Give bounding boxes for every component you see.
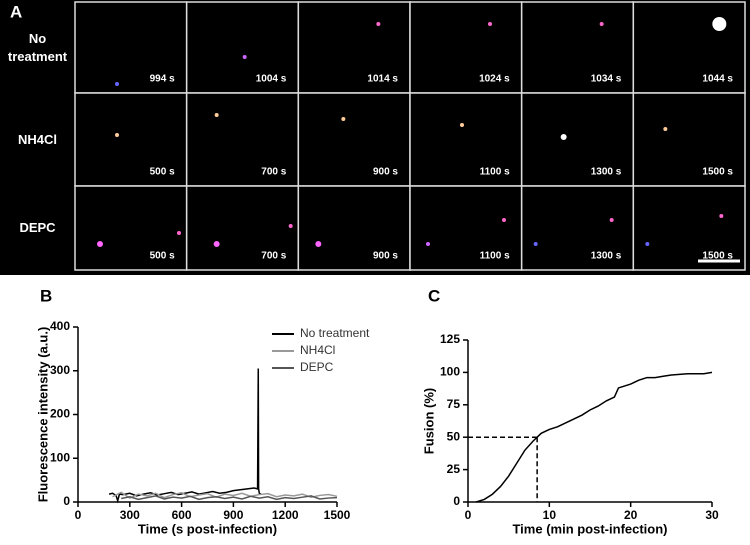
time-label: 700 s bbox=[261, 167, 286, 178]
panel-label: B bbox=[40, 286, 52, 305]
image-cell bbox=[520, 185, 635, 271]
particle bbox=[663, 127, 668, 131]
image-cell bbox=[74, 92, 188, 187]
particle bbox=[460, 123, 464, 127]
row-label: No treatment bbox=[7, 30, 68, 64]
image-cell bbox=[297, 185, 411, 271]
particle bbox=[560, 134, 567, 140]
particle bbox=[214, 113, 219, 117]
time-label: 1024 s bbox=[479, 74, 510, 85]
y-tick-label: 300 bbox=[50, 363, 70, 377]
image-cell bbox=[185, 185, 300, 271]
y-tick-label: 200 bbox=[50, 407, 70, 421]
particle bbox=[488, 22, 492, 26]
x-axis-label: Time (min post-infection) bbox=[512, 521, 667, 536]
image-cell bbox=[409, 185, 523, 271]
particle bbox=[645, 242, 650, 246]
x-tick-label: 1500 bbox=[324, 508, 351, 522]
particle bbox=[315, 241, 322, 247]
particle bbox=[719, 214, 724, 218]
x-tick-label: 30 bbox=[705, 508, 719, 522]
image-cell bbox=[632, 92, 746, 187]
time-label: 1034 s bbox=[591, 74, 622, 85]
time-label: 700 s bbox=[261, 251, 286, 262]
time-label: 500 s bbox=[150, 251, 175, 262]
particle bbox=[341, 117, 346, 121]
particle bbox=[426, 242, 430, 246]
image-cell bbox=[520, 92, 635, 187]
particle bbox=[609, 218, 614, 222]
y-tick-label: 25 bbox=[447, 462, 461, 476]
row-label-box: No treatment bbox=[7, 30, 68, 64]
time-label: 500 s bbox=[150, 167, 175, 178]
image-cell bbox=[632, 185, 746, 271]
y-tick-label: 0 bbox=[453, 494, 460, 508]
particle bbox=[712, 17, 727, 31]
data-line bbox=[475, 371, 713, 503]
y-tick-label: 0 bbox=[63, 494, 70, 508]
x-tick-label: 300 bbox=[120, 508, 140, 522]
x-tick-label: 900 bbox=[223, 508, 243, 522]
x-tick-label: 0 bbox=[465, 508, 472, 522]
y-tick-label: 100 bbox=[440, 365, 460, 379]
y-tick-label: 100 bbox=[50, 450, 70, 464]
time-label: 1014 s bbox=[367, 74, 398, 85]
legend-label: No treatment bbox=[300, 326, 370, 340]
image-cell bbox=[185, 92, 300, 187]
time-label: 1500 s bbox=[702, 167, 733, 178]
row-label: DEPC bbox=[19, 220, 56, 235]
x-tick-label: 20 bbox=[624, 508, 638, 522]
x-axis-label: Time (s post-infection) bbox=[138, 521, 277, 536]
legend-label: DEPC bbox=[300, 360, 334, 374]
y-tick-label: 400 bbox=[50, 319, 70, 333]
time-label: 1100 s bbox=[480, 167, 510, 178]
time-label: 1500 s bbox=[702, 251, 733, 262]
y-axis-label: Fluorescence intensity (a.u.) bbox=[35, 327, 50, 503]
data-line bbox=[112, 491, 338, 499]
particle bbox=[502, 218, 506, 222]
x-tick-label: 600 bbox=[172, 508, 192, 522]
time-label: 1100 s bbox=[480, 251, 510, 262]
y-tick-label: 75 bbox=[447, 397, 461, 411]
panel-label: C bbox=[428, 286, 440, 305]
legend-label: NH4Cl bbox=[300, 343, 335, 357]
data-line bbox=[108, 368, 262, 504]
particle bbox=[177, 231, 181, 235]
time-label: 1300 s bbox=[591, 251, 622, 262]
image-cell bbox=[74, 1, 188, 94]
particle bbox=[533, 242, 538, 246]
data-line bbox=[121, 495, 338, 501]
row-label-box: DEPC bbox=[19, 220, 56, 235]
x-tick-label: 1200 bbox=[272, 508, 299, 522]
row-label-box: NH4Cl bbox=[17, 131, 57, 147]
time-label: 1004 s bbox=[256, 74, 287, 85]
particle bbox=[97, 241, 103, 247]
particle bbox=[376, 22, 381, 26]
particle bbox=[115, 133, 119, 137]
time-label: 900 s bbox=[373, 251, 398, 262]
image-cell bbox=[297, 92, 411, 187]
particle bbox=[115, 82, 119, 86]
x-tick-label: 0 bbox=[75, 508, 82, 522]
image-cell bbox=[409, 92, 523, 187]
time-label: 1300 s bbox=[591, 167, 622, 178]
y-tick-label: 125 bbox=[440, 332, 460, 346]
time-label: 1044 s bbox=[702, 74, 733, 85]
particle bbox=[242, 55, 247, 59]
x-tick-label: 10 bbox=[543, 508, 557, 522]
time-label: 900 s bbox=[373, 167, 398, 178]
particle bbox=[599, 22, 604, 26]
y-tick-label: 50 bbox=[447, 429, 461, 443]
particle bbox=[288, 224, 293, 228]
y-axis-label: Fusion (%) bbox=[421, 388, 436, 454]
time-label: 994 s bbox=[150, 74, 175, 85]
particle bbox=[213, 241, 220, 247]
row-label: NH4Cl bbox=[17, 131, 57, 147]
panel-label: A bbox=[10, 2, 22, 21]
